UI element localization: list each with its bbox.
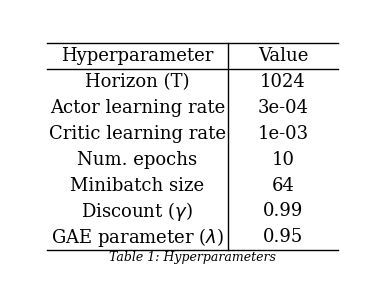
Text: GAE parameter ($\lambda$): GAE parameter ($\lambda$) xyxy=(51,226,224,249)
Text: 0.99: 0.99 xyxy=(263,202,303,220)
Text: 0.95: 0.95 xyxy=(263,228,303,246)
Text: 3e-04: 3e-04 xyxy=(258,99,309,117)
Text: Actor learning rate: Actor learning rate xyxy=(50,99,225,117)
Text: Critic learning rate: Critic learning rate xyxy=(49,125,226,143)
Text: 10: 10 xyxy=(271,151,294,169)
Text: 1024: 1024 xyxy=(260,73,306,91)
Text: Num. epochs: Num. epochs xyxy=(77,151,197,169)
Text: Hyperparameter: Hyperparameter xyxy=(61,47,214,65)
Text: Horizon (T): Horizon (T) xyxy=(85,73,190,91)
Text: Minibatch size: Minibatch size xyxy=(70,176,205,194)
Text: Table 1: Hyperparameters: Table 1: Hyperparameters xyxy=(109,251,276,264)
Text: 1e-03: 1e-03 xyxy=(258,125,309,143)
Text: Value: Value xyxy=(258,47,308,65)
Text: 64: 64 xyxy=(271,176,294,194)
Text: Discount ($\gamma$): Discount ($\gamma$) xyxy=(82,200,193,223)
